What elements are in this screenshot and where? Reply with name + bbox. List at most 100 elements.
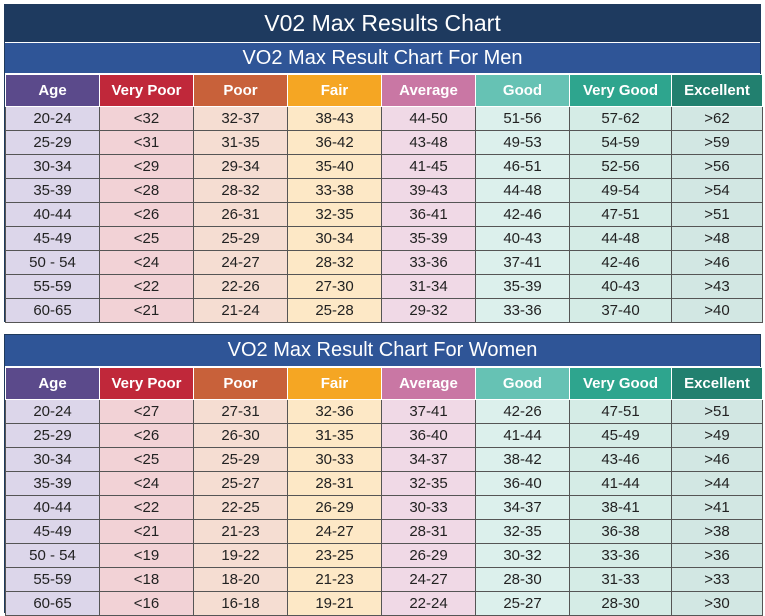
women-header-age: Age: [5, 367, 100, 400]
women-value-cell: 24-27: [287, 519, 382, 544]
women-value-cell: >41: [671, 495, 763, 520]
women-value-cell: >46: [671, 447, 763, 472]
men-age-cell: 45-49: [5, 226, 100, 251]
main-title: V02 Max Results Chart: [5, 5, 760, 43]
women-value-cell: 33-36: [569, 543, 672, 568]
men-value-cell: >40: [671, 298, 763, 323]
men-table-row: 40-44 <26 26-31 32-35 36-41 42-46 47-51 >51: [5, 202, 763, 227]
men-age-cell: 50 - 54: [5, 250, 100, 275]
men-value-cell: 29-34: [193, 154, 288, 179]
men-table-row: 55-59 <22 22-26 27-30 31-34 35-39 40-43 >43: [5, 274, 763, 299]
women-table-row: 25-29 <26 26-30 31-35 36-40 41-44 45-49 >49: [5, 423, 763, 448]
men-header-good: Good: [475, 74, 570, 107]
women-value-cell: 32-36: [287, 399, 382, 424]
men-value-cell: <28: [99, 178, 194, 203]
women-value-cell: 36-38: [569, 519, 672, 544]
men-value-cell: >62: [671, 106, 763, 131]
men-age-cell: 30-34: [5, 154, 100, 179]
men-header-very-poor: Very Poor: [99, 74, 194, 107]
women-value-cell: 18-20: [193, 567, 288, 592]
men-header-very-good: Very Good: [569, 74, 672, 107]
women-value-cell: >49: [671, 423, 763, 448]
women-value-cell: 28-30: [475, 567, 570, 592]
men-value-cell: 35-39: [475, 274, 570, 299]
men-header-fair: Fair: [287, 74, 382, 107]
women-age-cell: 30-34: [5, 447, 100, 472]
men-value-cell: >43: [671, 274, 763, 299]
men-header-age: Age: [5, 74, 100, 107]
men-value-cell: 46-51: [475, 154, 570, 179]
men-value-cell: 44-48: [475, 178, 570, 203]
men-header-row: Age Very Poor Poor Fair Average Good Ver…: [5, 74, 763, 107]
men-value-cell: 35-40: [287, 154, 382, 179]
women-value-cell: 25-27: [193, 471, 288, 496]
women-table-row: 40-44 <22 22-25 26-29 30-33 34-37 38-41 >41: [5, 495, 763, 520]
women-value-cell: <24: [99, 471, 194, 496]
men-value-cell: 33-36: [475, 298, 570, 323]
women-age-cell: 60-65: [5, 591, 100, 616]
men-age-cell: 40-44: [5, 202, 100, 227]
men-value-cell: 49-54: [569, 178, 672, 203]
men-table-row: 30-34 <29 29-34 35-40 41-45 46-51 52-56 >56: [5, 154, 763, 179]
men-value-cell: 33-36: [381, 250, 476, 275]
women-table-row: 55-59 <18 18-20 21-23 24-27 28-30 31-33 >33: [5, 567, 763, 592]
women-table: Age Very Poor Poor Fair Average Good Ver…: [5, 367, 763, 616]
men-age-cell: 25-29: [5, 130, 100, 155]
men-table-row: 35-39 <28 28-32 33-38 39-43 44-48 49-54 >54: [5, 178, 763, 203]
men-age-cell: 60-65: [5, 298, 100, 323]
men-value-cell: 36-41: [381, 202, 476, 227]
women-age-cell: 25-29: [5, 423, 100, 448]
women-value-cell: 25-27: [475, 591, 570, 616]
men-header-excellent: Excellent: [671, 74, 763, 107]
men-table-row: 20-24 <32 32-37 38-43 44-50 51-56 57-62 >62: [5, 106, 763, 131]
women-value-cell: 22-25: [193, 495, 288, 520]
women-value-cell: 28-30: [569, 591, 672, 616]
women-value-cell: 47-51: [569, 399, 672, 424]
men-value-cell: 28-32: [193, 178, 288, 203]
women-value-cell: 26-30: [193, 423, 288, 448]
women-value-cell: >30: [671, 591, 763, 616]
women-age-cell: 45-49: [5, 519, 100, 544]
men-table-row: 60-65 <21 21-24 25-28 29-32 33-36 37-40 >40: [5, 298, 763, 323]
women-value-cell: 30-33: [287, 447, 382, 472]
women-age-cell: 50 - 54: [5, 543, 100, 568]
women-chart-panel: VO2 Max Result Chart For Women Age Very …: [4, 334, 763, 616]
men-value-cell: <29: [99, 154, 194, 179]
men-value-cell: 40-43: [569, 274, 672, 299]
men-value-cell: <31: [99, 130, 194, 155]
men-age-cell: 55-59: [5, 274, 100, 299]
men-value-cell: 21-24: [193, 298, 288, 323]
women-value-cell: 30-32: [475, 543, 570, 568]
women-value-cell: >44: [671, 471, 763, 496]
women-value-cell: 28-31: [287, 471, 382, 496]
women-age-cell: 20-24: [5, 399, 100, 424]
women-value-cell: 16-18: [193, 591, 288, 616]
women-table-row: 30-34 <25 25-29 30-33 34-37 38-42 43-46 >46: [5, 447, 763, 472]
men-value-cell: 43-48: [381, 130, 476, 155]
women-table-row: 50 - 54 <19 19-22 23-25 26-29 30-32 33-36 >36: [5, 543, 763, 568]
women-value-cell: 25-29: [193, 447, 288, 472]
women-value-cell: 31-35: [287, 423, 382, 448]
women-header-row: Age Very Poor Poor Fair Average Good Ver…: [5, 367, 763, 400]
women-value-cell: 19-21: [287, 591, 382, 616]
men-table-title: VO2 Max Result Chart For Men: [5, 43, 760, 74]
women-value-cell: >51: [671, 399, 763, 424]
men-value-cell: 29-32: [381, 298, 476, 323]
men-value-cell: >54: [671, 178, 763, 203]
women-value-cell: 42-26: [475, 399, 570, 424]
men-value-cell: 52-56: [569, 154, 672, 179]
women-value-cell: <19: [99, 543, 194, 568]
women-value-cell: >33: [671, 567, 763, 592]
men-value-cell: 25-28: [287, 298, 382, 323]
women-value-cell: 22-24: [381, 591, 476, 616]
women-value-cell: 37-41: [381, 399, 476, 424]
men-value-cell: >51: [671, 202, 763, 227]
men-value-cell: 31-34: [381, 274, 476, 299]
men-value-cell: 32-37: [193, 106, 288, 131]
men-value-cell: 44-48: [569, 226, 672, 251]
men-value-cell: 42-46: [569, 250, 672, 275]
men-value-cell: 41-45: [381, 154, 476, 179]
men-value-cell: 37-40: [569, 298, 672, 323]
women-value-cell: <16: [99, 591, 194, 616]
men-chart-panel: V02 Max Results Chart VO2 Max Result Cha…: [4, 4, 763, 323]
